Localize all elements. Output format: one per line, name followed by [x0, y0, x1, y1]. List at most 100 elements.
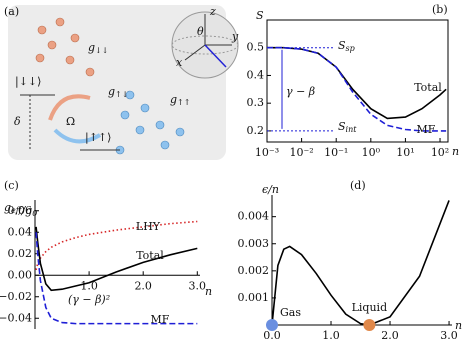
annotation-main: S	[338, 39, 346, 52]
series-label: MF	[151, 313, 170, 326]
x-tick-label: 3.0	[440, 329, 458, 339]
y-axis-label: ϵ/n	[262, 183, 279, 196]
x-tick-label: 3.0	[189, 279, 207, 292]
atom	[140, 103, 150, 113]
coupling-label: g↑↑	[170, 93, 190, 107]
y-tick-label: 0.02	[8, 247, 33, 260]
atom	[37, 25, 47, 35]
y-axis-label-sub: eff	[11, 206, 23, 215]
y-tick-label: 0.04	[8, 225, 33, 238]
annotation: (γ − β)²	[68, 293, 110, 306]
series-line	[267, 46, 447, 132]
series-label: Total	[414, 81, 442, 94]
panel-a	[8, 5, 239, 160]
atom	[120, 110, 130, 120]
point	[363, 319, 376, 331]
coupling-arrow	[53, 128, 102, 144]
series-label: Total	[136, 249, 164, 262]
sphere-equator	[171, 35, 239, 55]
coupling-label-main: g	[88, 41, 95, 54]
atom	[125, 90, 135, 100]
annotation-main: S	[338, 120, 346, 133]
series-line	[35, 226, 198, 292]
y-tick-label: 0.003	[238, 237, 270, 250]
y-tick-label: 0.06	[8, 204, 33, 217]
panel-label: (d)	[350, 179, 366, 192]
y-tick-label: 0.5	[247, 41, 265, 54]
x-tick-label: 1.0	[322, 329, 340, 339]
atom	[175, 127, 185, 137]
coupling-arrow	[48, 94, 91, 121]
frame	[266, 19, 449, 143]
orange-atoms	[35, 17, 95, 77]
coupling-label-sub: ↑↓	[115, 90, 128, 99]
atom	[155, 120, 165, 130]
x-tick-label: 0.0	[263, 329, 281, 339]
x-axis-label: n	[455, 319, 462, 332]
y-tick-label: 0.2	[247, 124, 265, 137]
y-axis-label: geff/g0	[4, 201, 37, 218]
coupling-label-main: g	[108, 85, 115, 98]
detuning-label: δ	[14, 115, 21, 128]
panel-label: (c)	[4, 179, 19, 192]
panel-background	[8, 5, 226, 160]
x-axis-label: n	[205, 285, 212, 298]
annotation-main: (γ − β)²	[68, 293, 110, 306]
x-tick-label: 2.0	[134, 279, 152, 292]
y-axis-label-main: g	[4, 201, 11, 214]
x-tick-label: 10¹	[396, 146, 414, 159]
y-tick-label: −0.04	[0, 311, 32, 324]
coupling-label-sub: ↑↑	[177, 98, 190, 107]
panel: 0.0 1.0 2.0 3.0 0.001 0.002 0.003 0.004 Gas Liqui…	[238, 195, 458, 339]
atom	[65, 55, 75, 65]
sphere-label: θ	[197, 25, 204, 38]
y-axis-label-sub: 0	[32, 209, 37, 218]
atom	[35, 53, 45, 63]
annotation: γ − β	[286, 85, 315, 98]
y-axis-label-main: /g	[20, 204, 32, 217]
rabi-label: Ω	[66, 115, 75, 128]
coupling-label-sub: ↓↓	[95, 46, 108, 55]
y-tick-label: 0.002	[238, 264, 270, 277]
sphere-label: y	[231, 30, 239, 43]
point-label: Gas	[280, 306, 301, 319]
x-tick-label: 10⁻²	[289, 146, 313, 159]
y-tick-label: 0.3	[247, 96, 265, 109]
y-tick-label: 0.4	[247, 68, 265, 81]
sphere-axis	[184, 44, 206, 61]
sphere-label: x	[176, 56, 183, 69]
y-tick-label: 0.001	[238, 291, 270, 304]
y-tick-label: 0.004	[238, 210, 270, 223]
annotation: Ssp	[338, 39, 355, 53]
x-tick-label: 10⁻³	[255, 146, 279, 159]
coupling-label: g↑↓	[108, 85, 128, 99]
atom	[47, 40, 57, 50]
sphere-label: z	[209, 5, 216, 18]
series-line	[35, 220, 198, 271]
x-axis-label: n	[452, 145, 459, 158]
spin-vector	[204, 44, 227, 68]
ket: |↑↑⟩	[85, 131, 111, 145]
x-tick-label: 10⁰	[362, 146, 381, 159]
atom	[55, 17, 65, 27]
ket: |↓↓⟩	[15, 75, 41, 89]
atom	[70, 33, 80, 43]
annotation: Sint	[338, 120, 357, 134]
atom	[85, 67, 95, 77]
panel: 10⁻³ 10⁻² 10⁻¹ 10⁰ 10¹ 10² 0.2 0.3 0.4 0.5 Total MF	[247, 19, 449, 159]
coupling-label: g↓↓	[88, 41, 108, 55]
series-label: MF	[417, 123, 436, 136]
y-tick-label: 0.00	[8, 268, 33, 281]
x-tick-label: 2.0	[381, 329, 399, 339]
x-tick-label: 1.0	[80, 279, 98, 292]
atom	[160, 140, 170, 150]
y-tick-label: −0.02	[0, 290, 32, 303]
atom	[135, 125, 145, 135]
annotation-sub: sp	[346, 44, 355, 53]
x-tick-label: 10⁻¹	[324, 146, 348, 159]
panel: 1.0 2.0 3.0 −0.04 −0.02 0.00 0.02 0.04 0.06 LHY To…	[0, 200, 206, 329]
panel-label: (a)	[4, 5, 19, 18]
point	[266, 319, 278, 331]
y-axis-label: S	[256, 9, 264, 22]
